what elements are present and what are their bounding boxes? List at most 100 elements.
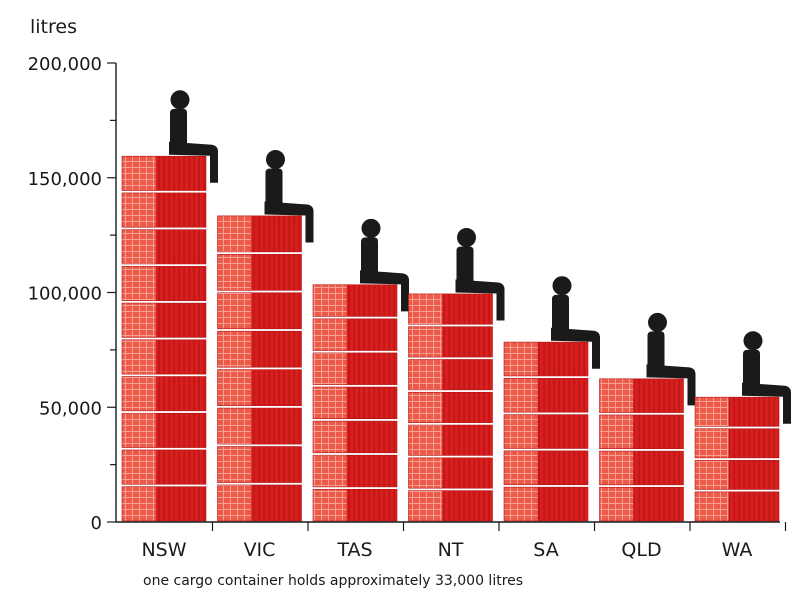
container-side-panel <box>251 369 302 406</box>
container-end-panel <box>408 457 443 489</box>
container-outline <box>121 229 207 265</box>
cargo-container <box>121 449 207 485</box>
y-axis-unit-label: litres <box>30 16 77 38</box>
cargo-container <box>217 369 302 406</box>
container-side-panel <box>537 414 588 449</box>
container-side-panel <box>537 342 588 376</box>
container-side-panel <box>155 303 206 338</box>
seated-person-icon <box>264 149 314 243</box>
container-end-panel <box>217 446 252 483</box>
container-side-panel <box>155 229 206 264</box>
cargo-container <box>503 486 589 522</box>
container-end-panel <box>122 486 156 521</box>
container-outline <box>408 391 493 423</box>
container-side-panel <box>155 339 206 375</box>
cargo-container <box>217 330 302 368</box>
container-outline <box>599 414 684 450</box>
container-outline <box>121 412 207 448</box>
container-end-panel <box>408 425 443 456</box>
container-end-panel <box>599 487 634 521</box>
seated-person-icon <box>360 218 409 312</box>
container-end-panel <box>504 450 538 485</box>
cargo-container <box>217 484 302 522</box>
y-tick-label: 150,000 <box>28 169 102 190</box>
container-outline <box>121 155 207 191</box>
container-side-panel <box>155 192 206 228</box>
cargo-container <box>599 486 684 522</box>
container-side-panel <box>251 215 302 252</box>
container-end-panel <box>122 192 156 228</box>
cargo-container <box>121 266 207 301</box>
cargo-container <box>121 302 207 338</box>
container-end-panel <box>217 369 252 406</box>
container-end-panel <box>408 490 443 521</box>
container-outline <box>312 318 398 351</box>
container-end-panel <box>408 293 443 325</box>
container-side-panel <box>537 450 588 485</box>
cargo-container <box>312 352 398 385</box>
container-outline <box>217 330 302 368</box>
container-side-panel <box>633 487 684 521</box>
container-side-panel <box>251 484 302 521</box>
container-end-panel <box>408 326 443 358</box>
container-end-panel <box>695 397 729 427</box>
container-side-panel <box>633 378 684 413</box>
container-outline <box>217 446 302 483</box>
cargo-container <box>312 284 398 317</box>
container-side-panel <box>633 414 684 449</box>
container-end-panel <box>122 449 156 485</box>
container-outline <box>408 326 493 358</box>
container-end-panel <box>122 229 156 264</box>
x-tick-label: NSW <box>141 539 186 561</box>
container-end-panel <box>217 331 252 368</box>
container-end-panel <box>599 414 634 449</box>
cargo-container <box>694 396 780 427</box>
seated-person-icon <box>742 331 791 424</box>
container-side-panel <box>155 266 206 301</box>
container-outline <box>121 486 207 522</box>
container-outline <box>217 369 302 406</box>
x-tick-label: TAS <box>336 539 372 561</box>
container-side-panel <box>442 392 493 423</box>
container-side-panel <box>728 491 779 521</box>
container-side-panel <box>442 293 493 325</box>
seated-person-icon <box>455 228 505 321</box>
cargo-container <box>312 386 398 420</box>
container-outline <box>121 266 207 301</box>
container-outline <box>694 428 780 459</box>
cargo-container <box>312 454 398 488</box>
container-side-panel <box>537 487 588 521</box>
container-side-panel <box>728 397 779 427</box>
container-end-panel <box>504 378 538 413</box>
bar-nsw <box>121 90 218 522</box>
x-tick-label: VIC <box>244 539 276 561</box>
container-outline <box>503 450 589 486</box>
container-end-panel <box>695 460 729 490</box>
x-tick-label: SA <box>533 539 558 561</box>
container-outline <box>217 484 302 522</box>
y-tick-label: 50,000 <box>39 398 102 419</box>
container-end-panel <box>408 392 443 423</box>
container-side-panel <box>346 284 397 317</box>
container-side-panel <box>346 455 397 487</box>
container-side-panel <box>251 331 302 368</box>
cargo-container <box>217 292 302 330</box>
container-outline <box>694 396 780 427</box>
seated-person-icon <box>169 90 218 183</box>
cargo-container <box>503 378 589 413</box>
container-side-panel <box>346 352 397 385</box>
container-side-panel <box>251 292 302 329</box>
bar-sa <box>503 276 600 522</box>
container-end-panel <box>217 292 252 329</box>
container-end-panel <box>313 352 347 385</box>
cargo-container <box>408 424 493 456</box>
container-side-panel <box>155 156 206 191</box>
container-end-panel <box>313 489 347 521</box>
container-side-panel <box>346 421 397 453</box>
cargo-container <box>217 254 302 291</box>
cargo-container <box>121 486 207 522</box>
container-outline <box>408 293 493 325</box>
bar-tas <box>312 218 409 522</box>
container-outline <box>503 341 589 377</box>
container-side-panel <box>346 318 397 351</box>
